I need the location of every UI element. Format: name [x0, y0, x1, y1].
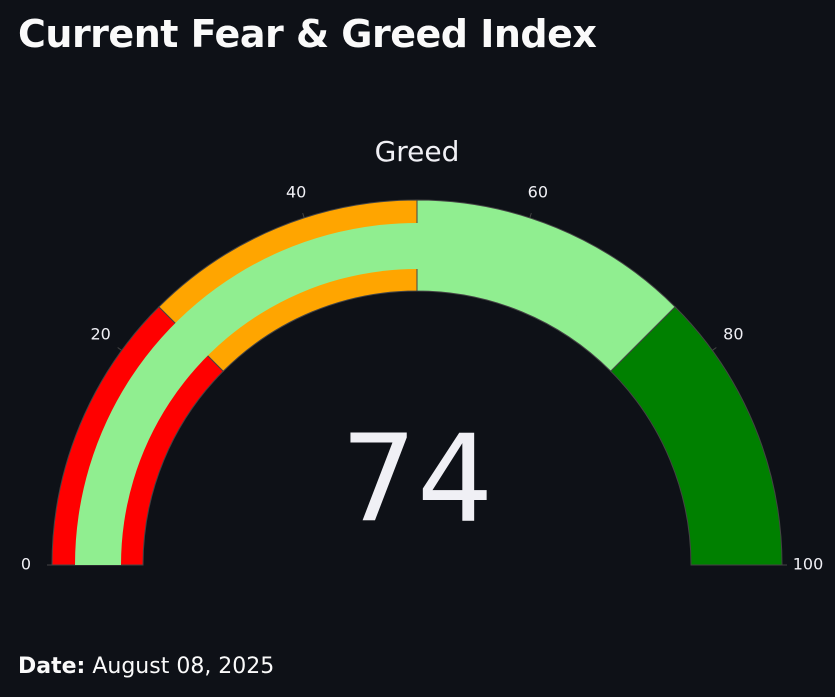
date-line: Date: August 08, 2025: [18, 654, 274, 679]
tick-mark: [117, 347, 123, 351]
gauge-title: Greed: [375, 135, 460, 168]
gauge-bar: [75, 222, 652, 565]
date-value: August 08, 2025: [92, 654, 275, 679]
tick-label: 20: [90, 325, 110, 344]
date-label: Date:: [18, 654, 86, 679]
gauge-value: 74: [341, 411, 494, 550]
gauge-step: [610, 306, 783, 566]
tick-mark: [711, 347, 717, 351]
tick-mark: [302, 212, 305, 219]
tick-label: 0: [21, 555, 31, 574]
tick-mark: [529, 212, 532, 219]
page-title: Current Fear & Greed Index: [18, 12, 597, 56]
gauge-chart: Greed 0 20 40 60 80 100 74: [21, 135, 824, 574]
tick-label: 60: [528, 183, 548, 202]
tick-label: 40: [286, 183, 306, 202]
tick-label: 80: [723, 325, 743, 344]
tick-label: 100: [793, 555, 824, 574]
